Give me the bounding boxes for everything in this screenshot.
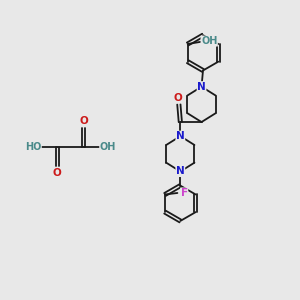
Text: O: O xyxy=(174,93,183,103)
Text: O: O xyxy=(53,168,62,178)
Text: N: N xyxy=(176,131,185,141)
Text: N: N xyxy=(176,167,185,176)
Text: OH: OH xyxy=(201,36,217,46)
Text: N: N xyxy=(197,82,206,92)
Text: O: O xyxy=(80,116,88,126)
Text: F: F xyxy=(181,188,188,198)
Text: HO: HO xyxy=(25,142,41,152)
Text: OH: OH xyxy=(100,142,116,152)
